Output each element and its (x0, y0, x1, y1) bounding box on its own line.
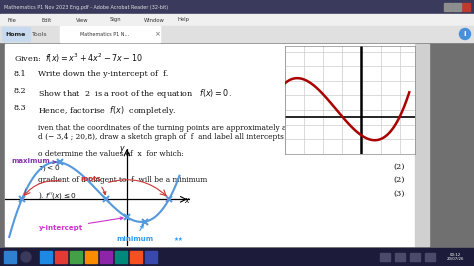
Text: maximum: maximum (11, 158, 56, 164)
Bar (4, 251, 16, 263)
Text: Hence, factorise  $f(x)$  completely.: Hence, factorise $f(x)$ completely. (38, 104, 177, 117)
Text: Help: Help (178, 18, 190, 23)
Bar (0, 248, 474, 266)
Bar (100, 251, 112, 263)
Bar (2, 27, 30, 41)
Bar (55, 251, 67, 263)
Text: ×: × (154, 31, 160, 37)
Bar (462, 3, 470, 11)
Bar (85, 251, 97, 263)
Bar (0, 0, 474, 14)
Text: Edit: Edit (42, 18, 52, 23)
Text: 00:12
20/07/26: 00:12 20/07/26 (447, 253, 464, 261)
Text: Write down the y-intercept of  f.: Write down the y-intercept of f. (38, 70, 168, 78)
Bar (0, 26, 474, 42)
Bar (395, 253, 405, 261)
Bar (60, 26, 160, 42)
Text: Show that  2  is a root of the equation   $f(x) = 0.$: Show that 2 is a root of the equation $f… (38, 87, 232, 100)
Text: minimum: minimum (117, 225, 154, 242)
Text: (3): (3) (393, 190, 405, 198)
Text: 8.3: 8.3 (14, 104, 27, 112)
Text: o determine the values of  x  for which:: o determine the values of x for which: (38, 150, 184, 158)
Text: Home: Home (6, 31, 26, 36)
Text: roots: roots (81, 176, 106, 194)
Bar (410, 253, 420, 261)
Text: i: i (464, 31, 466, 37)
Text: Mathematics P1 N...: Mathematics P1 N... (81, 31, 129, 36)
Text: 8.1: 8.1 (14, 70, 27, 78)
Text: ). $f^{\prime\prime}(x) \leq 0$: ). $f^{\prime\prime}(x) \leq 0$ (38, 190, 77, 201)
Text: x: x (184, 196, 189, 205)
Text: y-intercept: y-intercept (39, 217, 123, 231)
Bar (444, 3, 452, 11)
Text: d (− 3,4 ; 20,8), draw a sketch graph of  f  and label all intercepts and: d (− 3,4 ; 20,8), draw a sketch graph of… (38, 133, 300, 141)
Text: (3): (3) (393, 133, 405, 141)
Bar (70, 251, 82, 263)
Bar (5, 44, 415, 246)
Text: y: y (119, 144, 124, 153)
Text: Tools: Tools (32, 31, 48, 36)
Text: (2): (2) (393, 87, 405, 95)
Text: (1): (1) (393, 70, 405, 78)
Circle shape (21, 252, 31, 262)
Text: Given:  $f(x) = x^3 + 4x^2 - 7x - 10$: Given: $f(x) = x^3 + 4x^2 - 7x - 10$ (14, 52, 143, 65)
Circle shape (459, 28, 471, 39)
Text: View: View (76, 18, 89, 23)
Text: Window: Window (144, 18, 165, 23)
Text: ★★: ★★ (173, 237, 183, 242)
Text: $\tau) < 0$: $\tau) < 0$ (38, 163, 61, 173)
Bar (380, 253, 390, 261)
Bar (453, 3, 461, 11)
Text: File: File (8, 18, 17, 23)
Bar (415, 44, 429, 246)
Text: (2): (2) (393, 163, 405, 171)
Bar (40, 251, 52, 263)
Text: (3): (3) (393, 104, 405, 112)
Text: 8.2: 8.2 (14, 87, 27, 95)
Text: gradient of a tangent to  f  will be a minimum: gradient of a tangent to f will be a min… (38, 176, 207, 184)
Text: (2): (2) (393, 176, 405, 184)
Text: iven that the coordinates of the turning points are approximately at: iven that the coordinates of the turning… (38, 124, 289, 132)
Bar (425, 253, 435, 261)
Bar (130, 251, 142, 263)
Bar (0, 14, 474, 26)
Bar (145, 251, 157, 263)
Text: Sign: Sign (110, 18, 122, 23)
Text: Mathematics P1 Nov 2023 Eng.pdf - Adobe Acrobat Reader (32-bit): Mathematics P1 Nov 2023 Eng.pdf - Adobe … (4, 5, 168, 10)
Bar (115, 251, 127, 263)
